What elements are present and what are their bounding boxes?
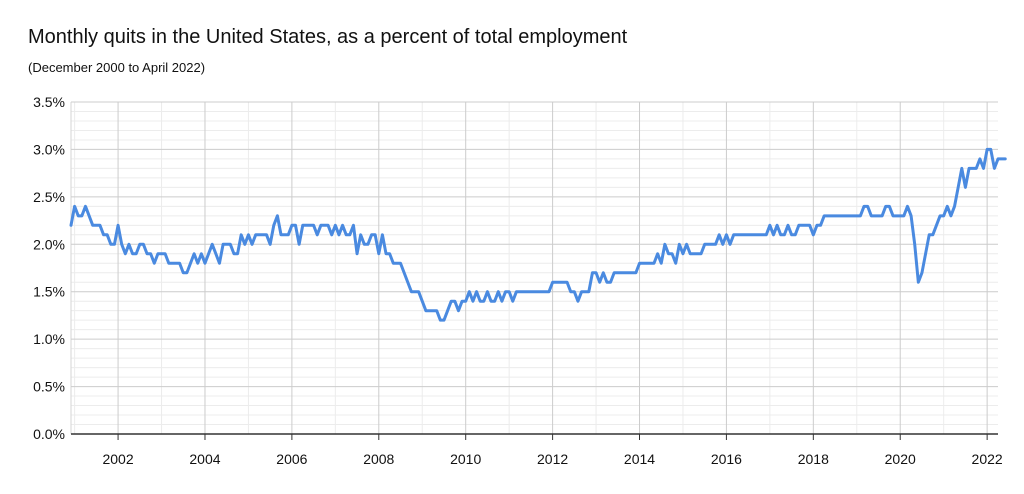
chart-subtitle: (December 2000 to April 2022): [28, 60, 206, 75]
x-tick-label: 2006: [276, 451, 307, 467]
x-tick-label: 2002: [102, 451, 133, 467]
x-tick-label: 2020: [885, 451, 916, 467]
y-tick-label: 2.5%: [33, 189, 65, 205]
x-tick-label: 2018: [798, 451, 829, 467]
y-tick-label: 2.0%: [33, 236, 65, 252]
y-tick-label: 0.5%: [33, 379, 65, 395]
major-gridlines: [71, 101, 998, 434]
quits-series-line: [69, 147, 1007, 322]
x-tick-label: 2012: [537, 451, 568, 467]
x-tick-label: 2004: [189, 451, 220, 467]
x-axis-tick-labels: 2002 2004 2006 2008 2010 2012 2014 2016 2018 2020…: [102, 451, 1002, 467]
y-tick-label: 3.0%: [33, 141, 65, 157]
x-axis-tick-marks: [117, 434, 988, 440]
x-tick-label: 2008: [363, 451, 394, 467]
chart-title: Monthly quits in the United States, as a…: [28, 26, 628, 48]
x-tick-label: 2014: [624, 451, 655, 467]
y-tick-label: 3.5%: [33, 94, 65, 110]
y-axis-tick-labels: 0.0% 0.5% 1.0% 1.5% 2.0% 2.5% 3.0% 3.5%: [33, 94, 65, 442]
y-tick-label: 1.5%: [33, 284, 65, 300]
minor-gridlines: [70, 102, 998, 434]
x-tick-label: 2010: [450, 451, 481, 467]
x-tick-label: 2016: [711, 451, 742, 467]
x-tick-label: 2022: [972, 451, 1003, 467]
y-tick-label: 1.0%: [33, 331, 65, 347]
y-tick-label: 0.0%: [33, 426, 65, 442]
